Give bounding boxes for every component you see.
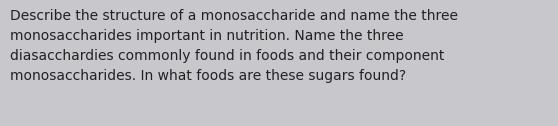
Text: Describe the structure of a monosaccharide and name the three
monosaccharides im: Describe the structure of a monosacchari… — [10, 9, 458, 83]
